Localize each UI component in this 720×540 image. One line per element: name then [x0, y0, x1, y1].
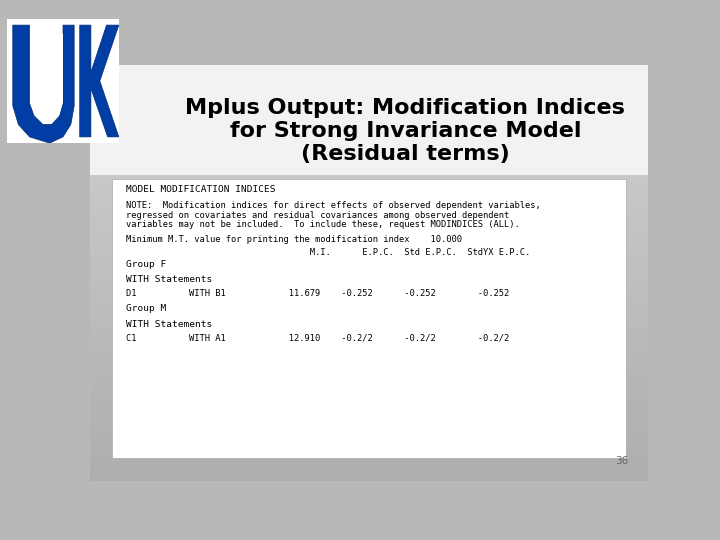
- Text: Group F: Group F: [126, 260, 166, 269]
- Text: WITH Statements: WITH Statements: [126, 320, 212, 329]
- Text: Group M: Group M: [126, 305, 166, 313]
- Text: WITH Statements: WITH Statements: [126, 275, 212, 284]
- FancyBboxPatch shape: [90, 65, 648, 175]
- Text: NOTE:  Modification indices for direct effects of observed dependent variables,: NOTE: Modification indices for direct ef…: [126, 201, 541, 210]
- FancyBboxPatch shape: [112, 179, 626, 458]
- Polygon shape: [13, 25, 74, 143]
- Polygon shape: [34, 34, 63, 118]
- Text: Minimum M.T. value for printing the modification index    10.000: Minimum M.T. value for printing the modi…: [126, 235, 462, 244]
- Text: C1          WITH A1            12.910    -0.2/2      -0.2/2        -0.2/2: C1 WITH A1 12.910 -0.2/2 -0.2/2 -0.2/2: [126, 334, 510, 343]
- Text: MODEL MODIFICATION INDICES: MODEL MODIFICATION INDICES: [126, 185, 276, 194]
- Text: M.I.      E.P.C.  Std E.P.C.  StdYX E.P.C.: M.I. E.P.C. Std E.P.C. StdYX E.P.C.: [126, 248, 531, 257]
- Text: Mplus Output: Modification Indices: Mplus Output: Modification Indices: [185, 98, 625, 118]
- Text: for Strong Invariance Model: for Strong Invariance Model: [230, 122, 581, 141]
- Polygon shape: [80, 25, 119, 137]
- Text: regressed on covariates and residual covariances among observed dependent: regressed on covariates and residual cov…: [126, 211, 510, 220]
- Text: D1          WITH B1            11.679    -0.252      -0.252        -0.252: D1 WITH B1 11.679 -0.252 -0.252 -0.252: [126, 289, 510, 298]
- Text: 36: 36: [615, 456, 629, 466]
- Text: (Residual terms): (Residual terms): [301, 144, 510, 164]
- Text: variables may not be included.  To include these, request MODINDICES (ALL).: variables may not be included. To includ…: [126, 220, 520, 230]
